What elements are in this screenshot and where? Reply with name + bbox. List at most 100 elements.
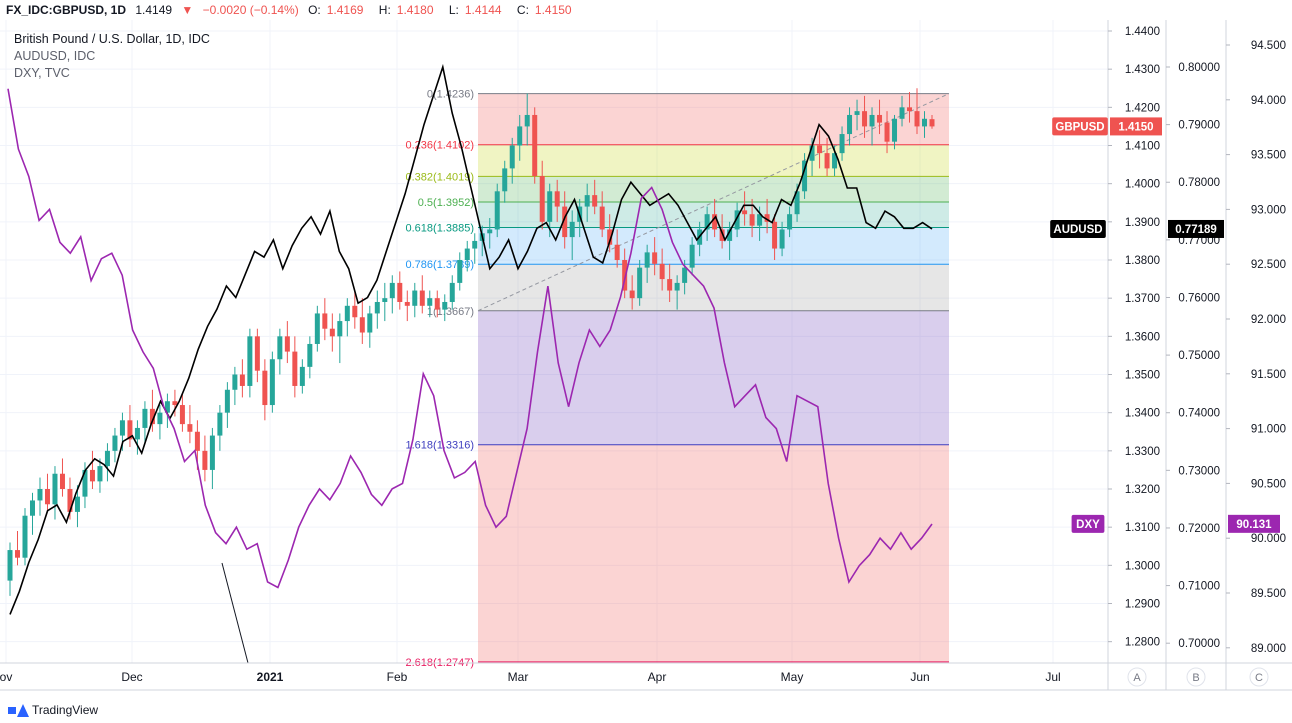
fib-level-label: 1(1.3667) xyxy=(427,306,474,318)
candle-body xyxy=(262,370,268,406)
fib-retracement[interactable]: 0(1.4236) 0.236(1.4102) 0.382(1.4019) 0.5(1… xyxy=(406,89,950,669)
candle-body xyxy=(59,473,65,490)
candle-body xyxy=(307,343,313,367)
candle-body xyxy=(134,427,140,440)
axis-tick-label: 1.3900 xyxy=(1125,217,1160,229)
plot-background xyxy=(0,20,1108,663)
candle-body xyxy=(854,111,860,115)
tradingview-logo[interactable]: TradingView xyxy=(8,703,98,717)
axis-tick-label: 1.3800 xyxy=(1125,255,1160,267)
candle-body xyxy=(719,229,725,241)
fib-zone-0.236 xyxy=(478,144,949,177)
drawing-line[interactable] xyxy=(221,562,249,664)
candle-body xyxy=(832,153,838,169)
axis-tick-label: 1.4000 xyxy=(1125,179,1160,191)
axis-tick-label: 89.000 xyxy=(1251,643,1286,655)
series-legend: British Pound / U.S. Dollar, 1D, IDC AUD… xyxy=(14,31,210,82)
time-label: Jun xyxy=(910,670,929,684)
candle-body xyxy=(824,153,830,169)
audusd-label-text: AUDUSD xyxy=(1053,224,1102,236)
candle-body xyxy=(659,263,665,280)
axis-tick-label: 1.4400 xyxy=(1125,26,1160,38)
axis-name: B xyxy=(1192,672,1199,684)
axis-tick-label: 1.3000 xyxy=(1125,560,1160,572)
candle-body xyxy=(772,221,778,249)
candle-body xyxy=(779,229,785,249)
candle-body xyxy=(892,118,898,142)
footer: TradingView xyxy=(0,699,1292,723)
candle-body xyxy=(202,450,208,470)
axis-tick-label: 0.80000 xyxy=(1178,62,1220,74)
dxy-line xyxy=(7,88,933,589)
candle-body xyxy=(239,374,245,386)
candle-body xyxy=(142,408,148,428)
candle-body xyxy=(412,290,418,306)
candle-body xyxy=(14,550,20,558)
time-label: ov xyxy=(0,670,12,684)
gbpusd-label-text: GBPUSD xyxy=(1055,121,1104,133)
candle-body xyxy=(539,176,545,222)
time-axis[interactable]: ov Dec 2021 Feb Mar Apr May Jun Jul xyxy=(0,670,1061,684)
candle-body xyxy=(179,405,185,425)
audusd-value-text: 0.77189 xyxy=(1175,224,1217,236)
candle-body xyxy=(427,298,433,306)
axis-tick-label: 0.79000 xyxy=(1178,120,1220,132)
candle-body xyxy=(794,191,800,215)
candle-body xyxy=(757,214,763,226)
gbpusd-value-text: 1.4150 xyxy=(1118,121,1153,133)
close-value: C: 1.4150 xyxy=(517,3,578,17)
price-axis-a[interactable]: 1.4400 1.4300 1.4200 1.4100 1.4000 1.3900 1.38… xyxy=(1108,26,1160,687)
axis-tick-label: 1.3400 xyxy=(1125,408,1160,420)
candle-body xyxy=(734,210,740,230)
price-change: −0.0020 (−0.14%) xyxy=(202,3,299,17)
dxy-label-badge xyxy=(1071,514,1105,533)
candle-body xyxy=(127,420,133,440)
price-badges: GBPUSD 1.4150 AUDUSD 0.77189 DXY 90.131 xyxy=(1050,117,1280,533)
candle-body xyxy=(554,191,560,207)
candle-body xyxy=(299,366,305,386)
low-value: L: 1.4144 xyxy=(449,3,508,17)
candle-body xyxy=(502,168,508,192)
legend-gbpusd[interactable]: British Pound / U.S. Dollar, 1D, IDC xyxy=(14,32,210,46)
gbpusd-label-badge xyxy=(1052,117,1108,136)
price-axis-b[interactable]: 0.800000.790000.780000.770000.760000.750… xyxy=(1166,62,1220,687)
candle-body xyxy=(89,469,95,482)
legend-audusd[interactable]: AUDUSD, IDC xyxy=(14,49,96,63)
symbol-header: FX_IDC:GBPUSD, 1D 1.4149 ▼ −0.0020 (−0.1… xyxy=(0,0,1292,20)
close-label: C: xyxy=(516,3,529,17)
price-chart[interactable]: 0(1.4236) 0.236(1.4102) 0.382(1.4019) 0.5(1… xyxy=(0,0,1292,699)
symbol-label[interactable]: FX_IDC:GBPUSD, 1D xyxy=(6,3,127,17)
candle-body xyxy=(97,466,103,482)
candle-body xyxy=(472,240,478,249)
dxy-value-text: 90.131 xyxy=(1236,519,1272,531)
candle-body xyxy=(224,389,230,413)
candle-body xyxy=(149,408,155,425)
fib-level-label: 0.786(1.3789) xyxy=(406,259,475,271)
candle-body xyxy=(562,206,568,238)
candle-body xyxy=(629,290,635,299)
time-label: Apr xyxy=(648,670,667,684)
high-number: 1.4180 xyxy=(396,3,434,17)
legend-dxy[interactable]: DXY, TVC xyxy=(14,66,70,80)
candle-body xyxy=(599,206,605,230)
candle-body xyxy=(457,260,463,283)
axis-tick-label: 0.75000 xyxy=(1178,350,1220,362)
low-number: 1.4144 xyxy=(464,3,502,17)
candle-body xyxy=(337,321,343,337)
candle-body xyxy=(809,145,815,161)
axis-tick-label: 1.4300 xyxy=(1125,64,1160,76)
candle-body xyxy=(37,489,43,501)
fib-trendline[interactable] xyxy=(477,93,950,312)
axis-tick-label: 0.78000 xyxy=(1178,177,1220,189)
price-axis-c[interactable]: 94.500 94.000 93.500 93.000 92.500 92.000 91.5… xyxy=(1226,40,1286,687)
axis-tick-label: 0.70000 xyxy=(1178,638,1220,650)
axis-tick-label: 1.3200 xyxy=(1125,484,1160,496)
fib-zone-1 xyxy=(478,310,949,445)
gbpusd-candles xyxy=(7,88,935,596)
axis-name-circle xyxy=(1186,667,1206,687)
fib-zone-0.786 xyxy=(478,264,949,311)
candle-body xyxy=(44,489,50,505)
axis-tick-label: 1.3100 xyxy=(1125,522,1160,534)
axis-tick-label: 94.000 xyxy=(1251,95,1286,107)
candle-body xyxy=(29,500,35,516)
